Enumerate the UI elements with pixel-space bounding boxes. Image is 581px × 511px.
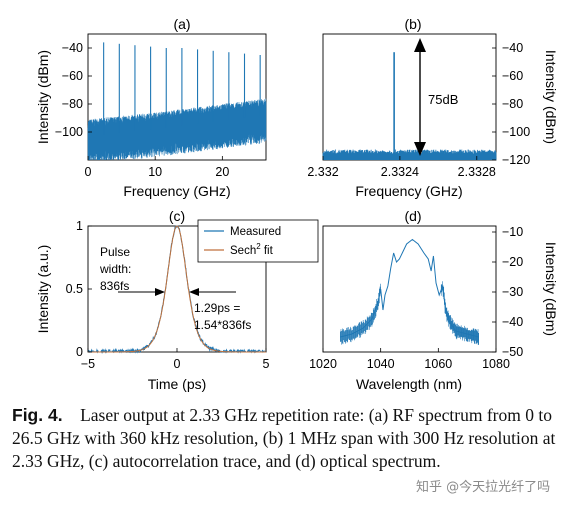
panel-c-annotation-fs: 836fs	[100, 279, 129, 293]
panel-d-ylabel: Intensity (dBm)	[543, 242, 559, 336]
legend-label-fit-base: Sech	[230, 245, 256, 257]
panel-c-title: (c)	[169, 208, 185, 224]
y-tick-label: −10	[502, 225, 523, 239]
panel-b-annotation: 75dB	[428, 92, 458, 107]
panel-b-frame	[323, 34, 496, 160]
x-tick-label: 10	[148, 165, 162, 179]
y-tick-label: −100	[55, 125, 83, 139]
y-tick-label: 1	[76, 219, 83, 233]
panel-b: (b) 2.332 2.3324 2.3328 −40 −60 −80 −100 −120 7…	[307, 16, 559, 199]
y-tick-label: −40	[62, 41, 83, 55]
x-tick-label: −5	[81, 357, 95, 371]
caption-label: Fig. 4.	[12, 405, 63, 425]
panel-a-title: (a)	[173, 16, 190, 32]
legend-label-fit: Sech2 fit	[230, 242, 274, 257]
y-tick-label: −20	[502, 255, 523, 269]
y-tick-label: −60	[502, 69, 523, 83]
panel-b-ylabel: Intensity (dBm)	[543, 50, 559, 144]
panel-a-ylabel: Intensity (dBm)	[35, 50, 51, 144]
panel-a-noise-trace	[88, 99, 266, 160]
y-tick-label: 0.5	[66, 282, 83, 296]
panel-a-plot-area	[88, 42, 266, 160]
x-tick-label: 1080	[482, 357, 510, 371]
panel-c-annotation-fwhm: 1.29ps =	[194, 301, 240, 315]
x-tick-label: 1060	[424, 357, 452, 371]
y-tick-label: −50	[502, 345, 523, 359]
x-tick-label: 5	[263, 357, 270, 371]
y-tick-label: −40	[502, 315, 523, 329]
panel-c: (c) −5 0 500.51 Pulse width: 836fs 1.29ps …	[35, 208, 318, 392]
panel-b-arrow	[414, 38, 426, 156]
panel-c-ylabel: Intensity (a.u.)	[35, 245, 51, 334]
panel-d-title: (d)	[404, 208, 421, 224]
x-tick-label: 2.3324	[381, 165, 419, 179]
x-tick-label: 1040	[367, 357, 395, 371]
panel-b-title: (b)	[404, 16, 421, 32]
panel-b-plot-area	[323, 52, 496, 160]
watermark-text: 知乎 @今天拉光纤了吗	[416, 476, 550, 495]
legend-label-measured: Measured	[230, 226, 281, 238]
panel-d-plot-area	[340, 240, 478, 346]
panel-d-ticks: 1020 1040 1060 1080 −10 −20 −30 −40 −50	[309, 225, 523, 371]
caption-text: Laser output at 2.33 GHz repetition rate…	[12, 405, 555, 471]
y-tick-label: −40	[502, 41, 523, 55]
panel-c-legend: Measured Sech2 fit	[198, 220, 318, 262]
panel-c-annotation-ratio: 1.54*836fs	[194, 318, 251, 332]
x-tick-label: 0	[85, 165, 92, 179]
panel-c-xlabel: Time (ps)	[148, 376, 207, 392]
panel-a: (a) 0 10 20 −40 −60 −80 −100 Frequency (GHz) I…	[35, 16, 266, 199]
y-tick-label: −60	[62, 69, 83, 83]
panel-b-noise-trace	[323, 150, 496, 161]
x-tick-label: 1020	[309, 357, 337, 371]
panel-a-xlabel: Frequency (GHz)	[123, 183, 230, 199]
panel-d-noise-trace	[340, 281, 478, 345]
panel-c-annotation-width: width:	[99, 262, 131, 276]
panel-d: (d) 1020 1040 1060 1080 −10 −20 −30 −40 −50 Wave…	[309, 208, 559, 392]
x-tick-label: 2.332	[307, 165, 338, 179]
y-tick-label: 0	[76, 345, 83, 359]
panel-b-xlabel: Frequency (GHz)	[355, 183, 462, 199]
x-tick-label: 2.3328	[458, 165, 496, 179]
panel-c-right-arrow	[189, 288, 236, 296]
panel-c-annotation-pulse: Pulse	[100, 245, 130, 259]
x-tick-label: 0	[174, 357, 181, 371]
panel-d-xlabel: Wavelength (nm)	[356, 376, 462, 392]
x-tick-label: 20	[215, 165, 229, 179]
figure-caption: Fig. 4. Laser output at 2.33 GHz repetit…	[12, 404, 572, 473]
y-tick-label: −30	[502, 285, 523, 299]
y-tick-label: −100	[502, 125, 530, 139]
y-tick-label: −80	[62, 97, 83, 111]
legend-label-fit-tail: fit	[261, 245, 274, 257]
y-tick-label: −120	[502, 153, 530, 167]
y-tick-label: −80	[502, 97, 523, 111]
figure-canvas: (a) 0 10 20−40−60−80−100 Frequency (GHz) I…	[0, 0, 581, 400]
